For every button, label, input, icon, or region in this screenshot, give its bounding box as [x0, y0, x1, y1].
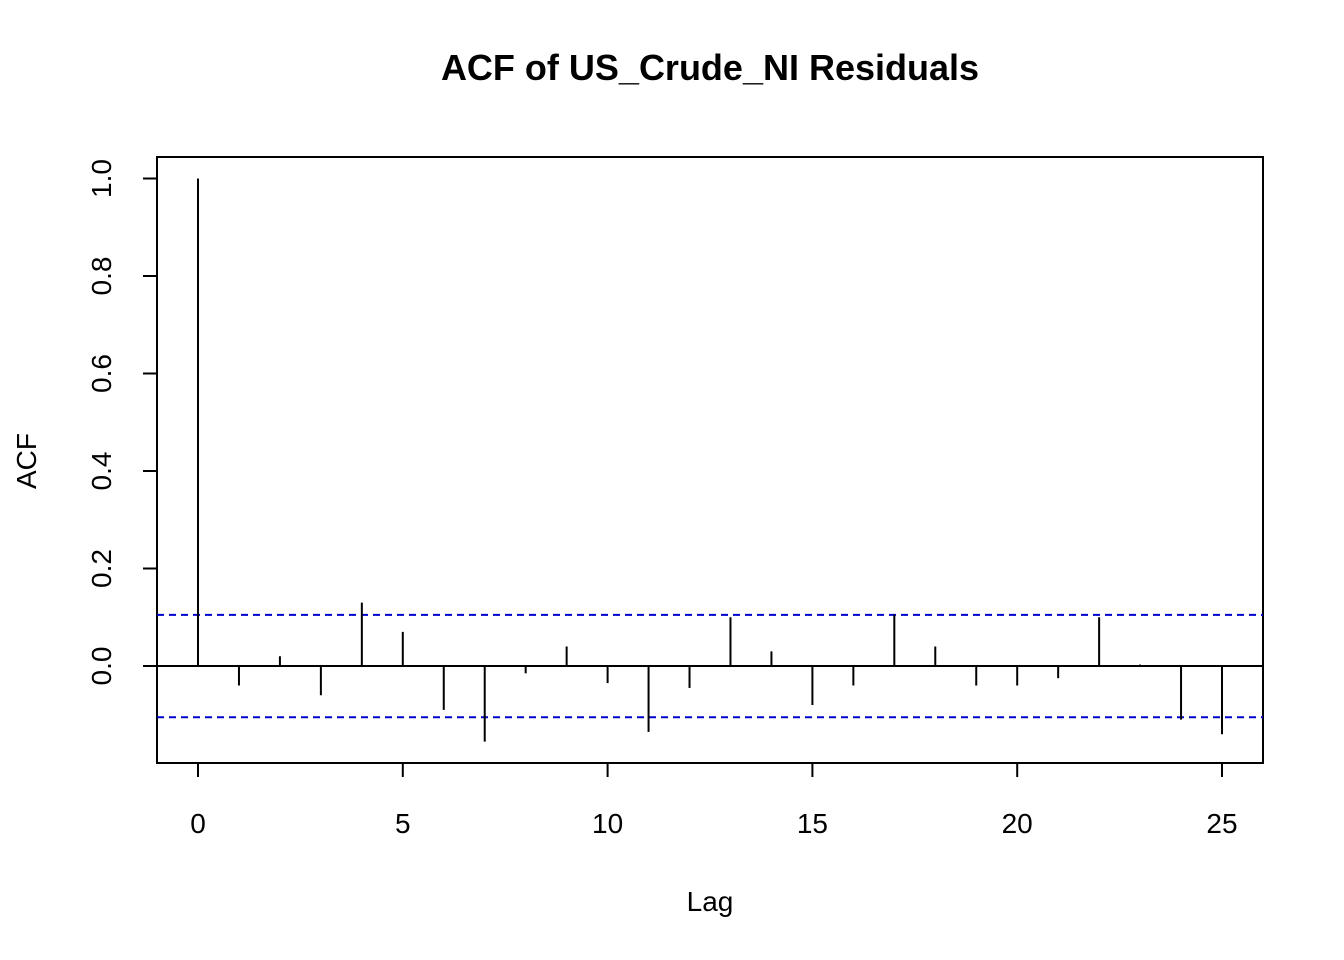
y-tick-label: 0.8 [86, 257, 117, 296]
chart-title: ACF of US_Crude_NI Residuals [441, 47, 979, 88]
x-tick-label: 25 [1206, 808, 1237, 839]
x-tick-label: 5 [395, 808, 411, 839]
x-tick-label: 15 [797, 808, 828, 839]
plot-frame [156, 156, 1264, 764]
y-tick-label: 0.2 [86, 549, 117, 588]
x-tick-label: 10 [592, 808, 623, 839]
x-tick-label: 20 [1002, 808, 1033, 839]
y-tick-label: 0.6 [86, 354, 117, 393]
y-axis-label: ACF [11, 433, 42, 489]
x-axis-label: Lag [687, 886, 734, 917]
x-tick-label: 0 [190, 808, 206, 839]
y-tick-label: 0.4 [86, 452, 117, 491]
y-tick-label: 0.0 [86, 647, 117, 686]
y-tick-label: 1.0 [86, 159, 117, 198]
plot-area: 0 5 10 15 20 25 0.0 0.2 0.4 0.6 0.8 1.0 [86, 156, 1264, 839]
